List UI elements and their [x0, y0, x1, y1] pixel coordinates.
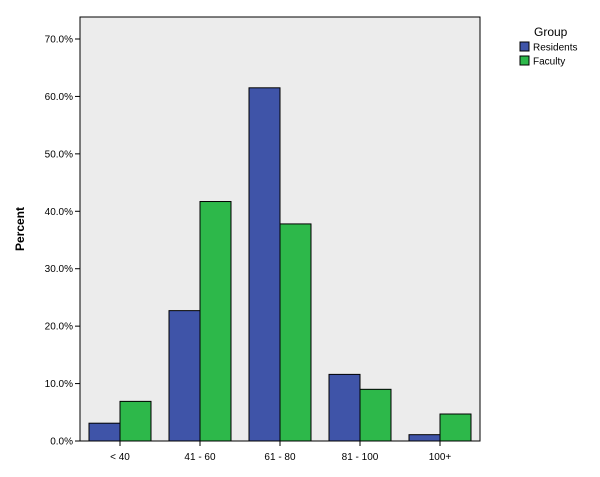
y-tick-label: 30.0% [45, 264, 73, 275]
x-tick-label: 81 - 100 [342, 452, 379, 463]
legend: Group Residents Faculty [519, 25, 577, 68]
legend-swatch-faculty [519, 55, 530, 66]
y-tick-label: 50.0% [45, 149, 73, 160]
bar-faculty-3 [359, 388, 392, 442]
legend-label-residents: Residents [533, 43, 577, 54]
y-tick-label: 60.0% [45, 92, 73, 103]
bar-faculty-2 [279, 223, 312, 442]
y-tick-label: 10.0% [45, 379, 73, 390]
bar-residents-1 [168, 310, 201, 442]
y-tick-label: 40.0% [45, 207, 73, 218]
bar-residents-0 [88, 422, 121, 442]
y-axis: 0.0% 10.0% 20.0% 30.0% 40.0% 50.0% 60.0% 70.0% [45, 35, 80, 448]
legend-title: Group [534, 25, 568, 39]
x-tick-label: 41 - 60 [184, 452, 216, 463]
x-tick-label: < 40 [110, 452, 130, 463]
bars [88, 87, 472, 442]
bar-residents-2 [248, 87, 281, 442]
y-axis-label: Percent [13, 207, 27, 251]
x-tick-label: 61 - 80 [264, 452, 296, 463]
bar-residents-4 [408, 434, 441, 442]
bar-residents-3 [328, 373, 361, 442]
y-tick-label: 0.0% [50, 437, 73, 448]
y-tick-label: 70.0% [45, 35, 73, 46]
x-axis: < 40 41 - 60 61 - 80 81 - 100 100+ [110, 441, 451, 463]
bar-faculty-0 [119, 400, 152, 442]
y-tick-label: 20.0% [45, 322, 73, 333]
x-tick-label: 100+ [429, 452, 452, 463]
legend-swatch-residents [519, 41, 530, 52]
bar-faculty-1 [199, 201, 232, 442]
bar-faculty-4 [439, 413, 472, 442]
legend-label-faculty: Faculty [533, 57, 565, 68]
